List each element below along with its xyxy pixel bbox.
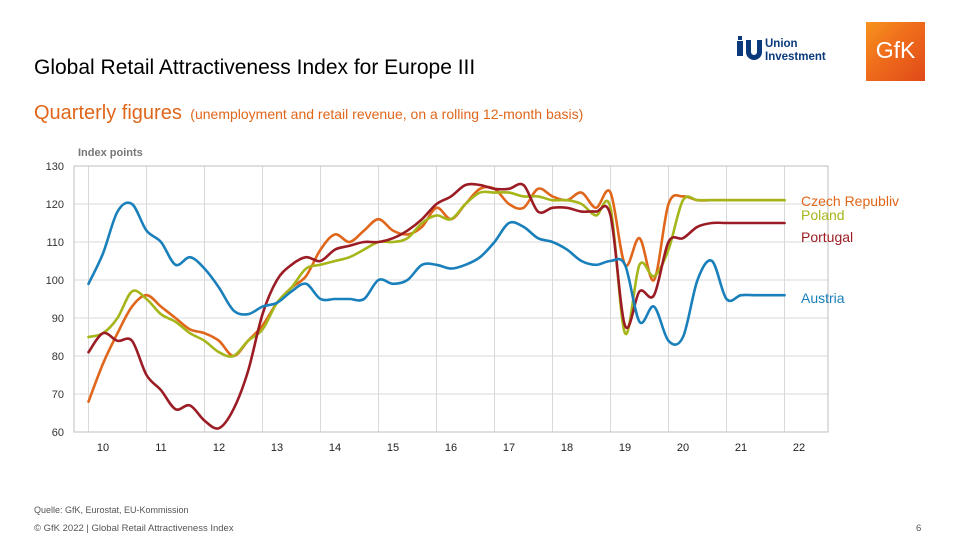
- y-axis-label: Index points: [78, 147, 143, 159]
- x-tick-label: 17: [503, 442, 515, 454]
- union-logo-line1: Union: [765, 38, 798, 50]
- y-tick-label: 120: [46, 199, 64, 211]
- y-tick-label: 70: [52, 389, 64, 401]
- footer-copyright: © GfK 2022 | Global Retail Attractivenes…: [34, 523, 234, 534]
- x-tick-label: 13: [271, 442, 283, 454]
- series-line-czech-republiv: [87, 185, 786, 403]
- gfk-logo-text: GfK: [875, 37, 916, 63]
- source-note: Quelle: GfK, Eurostat, EU-Kommission: [34, 505, 189, 515]
- x-tick-label: 14: [329, 442, 341, 454]
- y-tick-label: 110: [46, 237, 64, 249]
- x-tick-label: 21: [735, 442, 747, 454]
- x-tick-label: 10: [97, 442, 109, 454]
- x-tick-label: 20: [677, 442, 689, 454]
- x-tick-label: 16: [445, 442, 457, 454]
- series-label-portugal: Portugal: [801, 229, 853, 245]
- series-label-austria: Austria: [801, 290, 845, 306]
- series-line-portugal: [87, 182, 786, 430]
- page-number: 6: [916, 523, 922, 534]
- y-tick-label: 100: [46, 275, 64, 287]
- x-tick-label: 18: [561, 442, 573, 454]
- x-tick-label: 11: [155, 442, 166, 454]
- subtitle-note: (unemployment and retail revenue, on a r…: [190, 106, 584, 122]
- x-tick-label: 22: [793, 442, 805, 454]
- subtitle-main: Quarterly figures: [34, 102, 182, 124]
- union-investment-icon: [737, 36, 762, 60]
- y-tick-label: 90: [52, 313, 64, 325]
- series-line-poland: [87, 190, 786, 358]
- gfk-logo: GfK: [866, 22, 925, 81]
- plot-frame: [73, 165, 829, 433]
- page-subtitle: Quarterly figures (unemployment and reta…: [34, 102, 583, 125]
- y-tick-label: 60: [52, 427, 64, 439]
- page-title: Global Retail Attractiveness Index for E…: [34, 56, 476, 79]
- union-investment-logo: Union Investment: [734, 34, 846, 68]
- series-label-czech-republiv: Czech Republiv: [801, 193, 899, 209]
- series-line-austria: [87, 201, 786, 346]
- x-tick-label: 12: [213, 442, 225, 454]
- x-tick-label: 19: [619, 442, 631, 454]
- series-label-poland: Poland: [801, 207, 845, 223]
- y-tick-label: 130: [46, 161, 64, 173]
- x-tick-label: 15: [387, 442, 399, 454]
- union-logo-line2: Investment: [765, 51, 826, 63]
- y-tick-label: 80: [52, 351, 64, 363]
